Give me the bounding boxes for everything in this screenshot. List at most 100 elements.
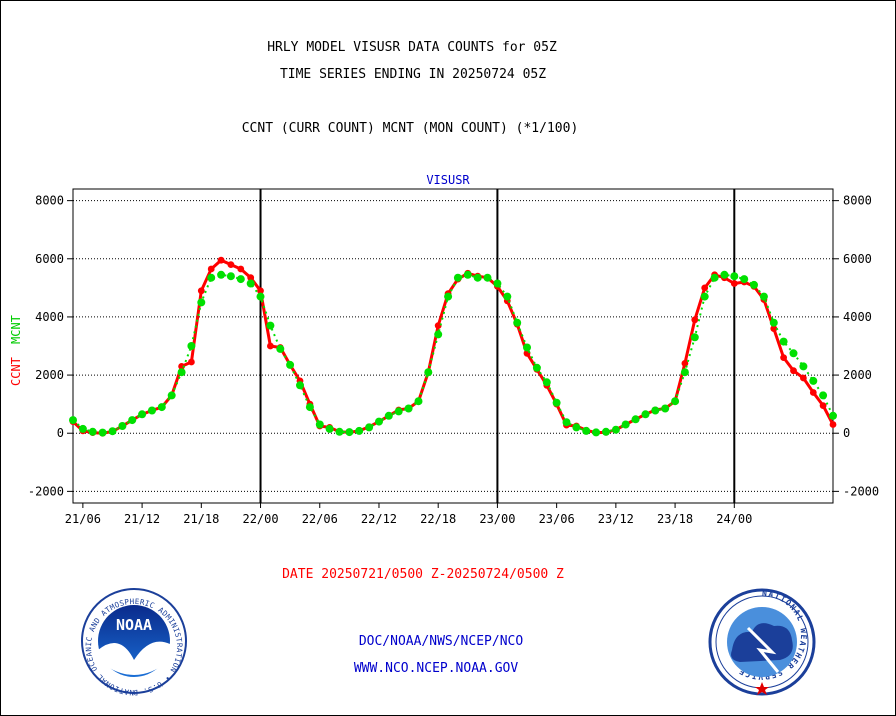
data-point-mcnt (710, 273, 719, 282)
data-point-ccnt (701, 284, 709, 292)
data-point-mcnt (424, 368, 433, 377)
data-point-mcnt (720, 270, 729, 279)
data-point-mcnt (236, 275, 245, 284)
data-point-mcnt (809, 376, 818, 385)
data-point-mcnt (335, 427, 344, 436)
x-tick-label: 21/06 (65, 512, 101, 526)
data-point-mcnt (187, 342, 196, 350)
data-point-mcnt (256, 292, 265, 301)
data-point-mcnt (631, 415, 640, 424)
data-point-ccnt (691, 316, 699, 324)
data-point-mcnt (434, 330, 443, 339)
footer-date-range: DATE 20250721/0500 Z-20250724/0500 Z (282, 567, 564, 582)
data-point-ccnt (227, 261, 235, 268)
data-point-mcnt (286, 360, 295, 369)
data-point-mcnt (453, 273, 462, 282)
data-point-mcnt (414, 397, 423, 406)
data-point-ccnt (770, 325, 778, 332)
data-point-mcnt (148, 406, 156, 415)
data-point-mcnt (700, 292, 709, 301)
data-point-mcnt (345, 428, 354, 437)
data-point-mcnt (167, 391, 176, 400)
y-tick-label: 8000 (35, 194, 64, 208)
data-point-mcnt (483, 273, 492, 282)
data-point-mcnt (592, 428, 601, 437)
data-point-mcnt (730, 272, 739, 281)
data-point-mcnt (740, 275, 749, 284)
data-point-ccnt (217, 256, 225, 264)
x-tick-label: 22/00 (242, 512, 278, 526)
data-point-mcnt (463, 270, 472, 279)
y-tick-label-right: 0 (843, 426, 850, 440)
data-point-mcnt (572, 423, 581, 432)
data-point-mcnt (157, 403, 166, 412)
y-tick-label-right: 6000 (843, 252, 872, 266)
data-point-mcnt (444, 292, 453, 301)
nws-logo: NATIONAL WEATHER SERVICE (708, 588, 816, 696)
data-point-ccnt (434, 322, 442, 329)
data-point-mcnt (108, 427, 117, 436)
data-point-mcnt (355, 426, 364, 435)
x-tick-label: 24/00 (716, 512, 752, 526)
y-tick-label: 6000 (35, 252, 64, 266)
data-point-ccnt (730, 280, 738, 287)
series-line-mcnt (72, 273, 834, 434)
x-tick-label: 22/06 (302, 512, 338, 526)
data-point-ccnt (780, 354, 787, 361)
data-point-mcnt (197, 298, 206, 307)
data-point-mcnt (513, 318, 522, 327)
panel-title: VISUSR (426, 173, 470, 187)
x-tick-label: 23/18 (657, 512, 693, 526)
y-axis-label: CCNT MCNT (9, 315, 23, 386)
data-point-mcnt (680, 368, 689, 377)
data-point-mcnt (365, 423, 374, 432)
data-point-mcnt (582, 426, 591, 435)
x-tick-label: 23/00 (479, 512, 515, 526)
data-point-mcnt (799, 362, 808, 371)
footer-org: DOC/NOAA/NWS/NCEP/NCO (359, 634, 524, 649)
data-point-mcnt (819, 391, 828, 400)
data-point-mcnt (246, 279, 255, 288)
data-point-ccnt (257, 287, 264, 295)
footer-url: WWW.NCO.NCEP.NOAA.GOV (354, 661, 519, 676)
data-point-mcnt (542, 378, 551, 387)
data-point-mcnt (779, 337, 788, 346)
noaa-logo: NATIONAL OCEANIC AND ATMOSPHERIC ADMINIS… (0, 0, 187, 697)
noaa-ring-text: NATIONAL OCEANIC AND ATMOSPHERIC ADMINIS… (0, 0, 184, 697)
y-tick-label-right: 8000 (843, 194, 872, 208)
data-point-mcnt (177, 368, 186, 377)
data-point-mcnt (217, 270, 226, 279)
data-point-mcnt (325, 424, 334, 433)
y-tick-label: 2000 (35, 368, 64, 382)
data-point-mcnt (611, 425, 620, 434)
data-point-mcnt (493, 279, 502, 288)
chart-title-line2: TIME SERIES ENDING IN 20250724 05Z (280, 67, 546, 82)
chart-title-line3: CCNT (CURR COUNT) MCNT (MON COUNT) (*1/1… (242, 121, 579, 136)
data-point-mcnt (532, 363, 541, 372)
data-point-ccnt (800, 374, 807, 382)
data-point-mcnt (384, 411, 393, 420)
data-point-mcnt (375, 417, 383, 426)
data-point-mcnt (651, 406, 660, 415)
data-point-ccnt (247, 274, 255, 282)
data-point-mcnt (602, 427, 610, 436)
data-point-mcnt (296, 381, 304, 390)
x-tick-label: 21/18 (183, 512, 219, 526)
y-tick-label-right: -2000 (843, 484, 879, 498)
x-tick-label: 21/12 (124, 512, 160, 526)
y-tick-label: 4000 (35, 310, 64, 324)
data-point-ccnt (178, 363, 186, 370)
data-point-ccnt (681, 360, 689, 367)
data-point-mcnt (503, 292, 512, 301)
data-point-mcnt (78, 424, 87, 433)
data-point-mcnt (750, 280, 758, 289)
data-point-ccnt (829, 421, 837, 428)
data-point-mcnt (305, 403, 314, 412)
data-point-mcnt (226, 272, 235, 281)
y-tick-label: -2000 (28, 484, 64, 498)
data-point-mcnt (118, 422, 127, 430)
data-point-mcnt (207, 273, 216, 282)
x-tick-label: 23/06 (539, 512, 575, 526)
x-tick-label: 23/12 (598, 512, 634, 526)
noaa-logo-text: NOAA (116, 616, 152, 634)
